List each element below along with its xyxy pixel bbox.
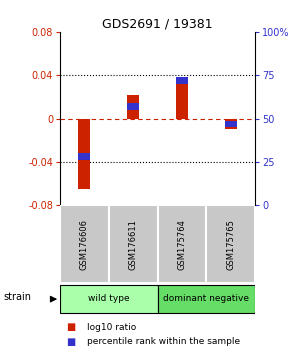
Bar — [176, 78, 188, 119]
Text: strain: strain — [3, 292, 31, 302]
Text: GSM175764: GSM175764 — [177, 219, 186, 270]
Text: dominant negative: dominant negative — [163, 294, 249, 303]
Text: wild type: wild type — [88, 294, 130, 303]
Title: GDS2691 / 19381: GDS2691 / 19381 — [102, 18, 213, 31]
FancyBboxPatch shape — [109, 205, 158, 283]
Bar — [78, 119, 91, 189]
FancyBboxPatch shape — [60, 205, 109, 283]
Text: ■: ■ — [66, 337, 75, 347]
Text: log10 ratio: log10 ratio — [87, 323, 136, 332]
Text: percentile rank within the sample: percentile rank within the sample — [87, 337, 240, 346]
Bar — [224, 119, 237, 130]
Text: GSM175765: GSM175765 — [226, 219, 235, 270]
FancyBboxPatch shape — [158, 285, 255, 314]
FancyBboxPatch shape — [206, 205, 255, 283]
Bar — [127, 95, 139, 119]
Bar — [224, 121, 237, 127]
Text: ■: ■ — [66, 322, 75, 332]
Bar — [176, 77, 188, 84]
Bar — [78, 154, 91, 160]
Bar — [127, 103, 139, 110]
Text: GSM176606: GSM176606 — [80, 219, 89, 270]
FancyBboxPatch shape — [60, 285, 158, 314]
FancyBboxPatch shape — [158, 205, 206, 283]
Text: GSM176611: GSM176611 — [129, 219, 138, 270]
